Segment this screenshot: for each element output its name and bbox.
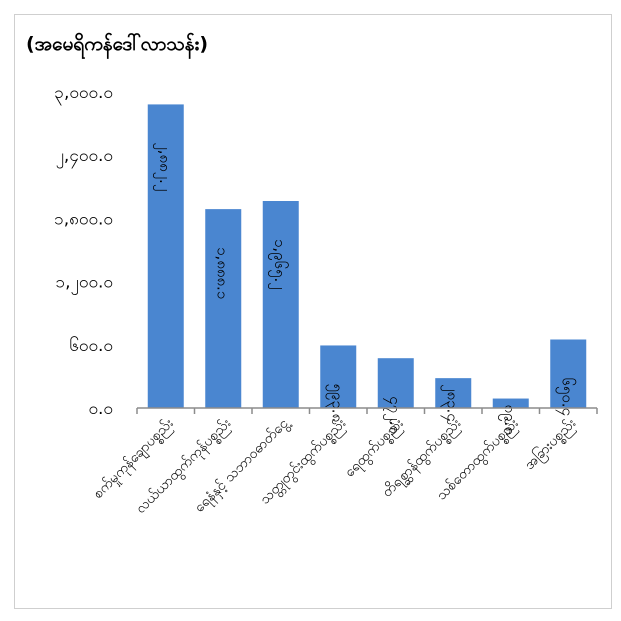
value-label: ၂,၈၈၂.၂ <box>153 142 174 191</box>
y-tick-label: ၁,၂၀၀.၀ <box>56 273 113 296</box>
y-axis: ၀.၀ ၆၀၀.၀ ၁,၂၀၀.၀ ၁,၈၀၀.၀ ၂,၄၀၀.၀ ၃,၀၀၀.၀ <box>54 83 113 419</box>
value-label: ၄၇၂.၈ <box>383 396 404 434</box>
bars: ၂,၈၈၂.၂၁,၈၈၈.၁ ၁,၉၆၅.၂၅၉၃.၈ ၄၇၂.၈ ၂၈၃.၄၈၉.၈… <box>147 104 587 435</box>
value-label: ၆၅၀.၄ <box>555 377 576 416</box>
bar <box>435 378 472 408</box>
value-label: ၂၈၃.၄ <box>440 384 461 422</box>
value-label: ၁,၉၆၅.၂ <box>268 239 289 290</box>
y-tick-label: ၃,၀၀၀.၀ <box>54 83 113 106</box>
value-label: ၅၉၃.၈ <box>325 383 346 422</box>
y-tick-label: ၀.၀ <box>88 399 113 419</box>
category-label: ရေနံနှင့် သဘာဝဓာတ်ငွေ့ <box>191 414 294 517</box>
bar <box>550 339 587 408</box>
x-axis: စက်မှုကုန်ချောပစ္စည်းလယ်ယာထွက်ကုန်ပစ္စည်… <box>90 407 598 518</box>
y-tick-label: ၁,၈၀၀.၀ <box>54 209 113 229</box>
bar <box>377 358 414 408</box>
y-tick-label: ၆၀၀.၀ <box>69 335 113 356</box>
category-label: အခြားပစ္စည်း <box>521 414 581 474</box>
value-label: ၁,၈၈၈.၁ <box>213 247 231 299</box>
bar <box>492 398 529 408</box>
bar <box>320 345 357 408</box>
chart-frame <box>14 14 612 609</box>
bar <box>262 200 299 408</box>
value-label: ၈၉.၈ <box>498 405 519 435</box>
bar <box>205 209 242 408</box>
unit-label: (အမေရိကန်ဒေါ်လာသန်း) <box>26 33 209 55</box>
bar <box>147 104 184 408</box>
category-label: လယ်ယာထွက်ကုန်ပစ္စည်း <box>133 415 236 518</box>
y-tick-label: ၂,၄၀၀.၀ <box>56 146 113 169</box>
